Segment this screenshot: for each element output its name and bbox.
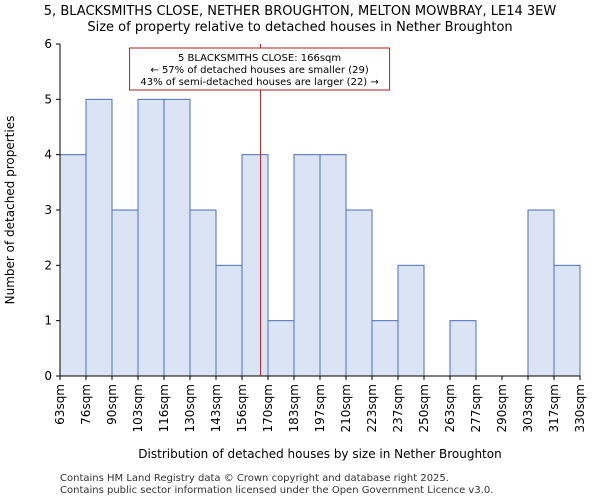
footer-line-2: Contains public sector information licen… bbox=[60, 485, 494, 496]
bar-183sqm bbox=[293, 154, 321, 377]
bar-130sqm bbox=[189, 209, 217, 377]
x-tick-label-210sqm: 210sqm bbox=[339, 384, 353, 432]
x-tick-label-183sqm: 183sqm bbox=[287, 384, 301, 432]
y-tick-label-6: 6 bbox=[44, 37, 52, 51]
x-tick-label-303sqm: 303sqm bbox=[521, 384, 535, 432]
x-tick-label-237sqm: 237sqm bbox=[391, 384, 405, 432]
x-tick-label-277sqm: 277sqm bbox=[469, 384, 483, 432]
title-line-1: 5, BLACKSMITHS CLOSE, NETHER BROUGHTON, … bbox=[43, 4, 557, 19]
x-tick-label-63sqm: 63sqm bbox=[53, 384, 67, 425]
bar-237sqm bbox=[397, 264, 425, 377]
x-tick-label-197sqm: 197sqm bbox=[313, 384, 327, 432]
bar-303sqm bbox=[527, 209, 555, 377]
bar-223sqm bbox=[371, 320, 399, 377]
bar-116sqm bbox=[163, 98, 191, 377]
x-tick-label-90sqm: 90sqm bbox=[105, 384, 119, 425]
x-tick-label-290sqm: 290sqm bbox=[495, 384, 509, 432]
footer-line-1: Contains HM Land Registry data © Crown c… bbox=[60, 473, 449, 484]
bar-197sqm bbox=[319, 154, 347, 377]
x-axis-label: Distribution of detached houses by size … bbox=[138, 447, 501, 461]
y-tick-label-5: 5 bbox=[44, 92, 52, 106]
bar-143sqm bbox=[215, 264, 243, 377]
x-tick-label-330sqm: 330sqm bbox=[573, 384, 587, 432]
annotation-box bbox=[129, 47, 391, 91]
y-tick-label-3: 3 bbox=[44, 203, 52, 217]
x-tick-label-317sqm: 317sqm bbox=[547, 384, 561, 432]
title-line-2: Size of property relative to detached ho… bbox=[87, 20, 513, 35]
x-tick-label-116sqm: 116sqm bbox=[157, 384, 171, 432]
bar-63sqm bbox=[59, 154, 87, 377]
bar-156sqm bbox=[241, 154, 269, 377]
annotation-line-2: ← 57% of detached houses are smaller (29… bbox=[150, 65, 368, 76]
annotation-line-3: 43% of semi-detached houses are larger (… bbox=[140, 77, 378, 88]
y-axis-label: Number of detached properties bbox=[3, 116, 17, 305]
bar-103sqm bbox=[137, 98, 165, 377]
y-tick-label-0: 0 bbox=[44, 369, 52, 383]
x-tick-label-130sqm: 130sqm bbox=[183, 384, 197, 432]
x-tick-label-103sqm: 103sqm bbox=[131, 384, 145, 432]
bar-90sqm bbox=[111, 209, 139, 377]
x-tick-label-143sqm: 143sqm bbox=[209, 384, 223, 432]
y-tick-label-4: 4 bbox=[44, 148, 52, 162]
x-tick-label-76sqm: 76sqm bbox=[79, 384, 93, 425]
annotation-line-1: 5 BLACKSMITHS CLOSE: 166sqm bbox=[178, 53, 341, 64]
x-tick-label-263sqm: 263sqm bbox=[443, 384, 457, 432]
y-tick-label-2: 2 bbox=[44, 258, 52, 272]
x-tick-label-156sqm: 156sqm bbox=[235, 384, 249, 432]
bar-210sqm bbox=[345, 209, 373, 377]
bar-317sqm bbox=[553, 264, 581, 377]
x-tick-label-250sqm: 250sqm bbox=[417, 384, 431, 432]
x-tick-label-170sqm: 170sqm bbox=[261, 384, 275, 432]
bar-263sqm bbox=[449, 320, 477, 377]
x-tick-label-223sqm: 223sqm bbox=[365, 384, 379, 432]
bar-76sqm bbox=[85, 98, 113, 377]
bar-170sqm bbox=[267, 320, 295, 377]
y-tick-label-1: 1 bbox=[44, 314, 52, 328]
